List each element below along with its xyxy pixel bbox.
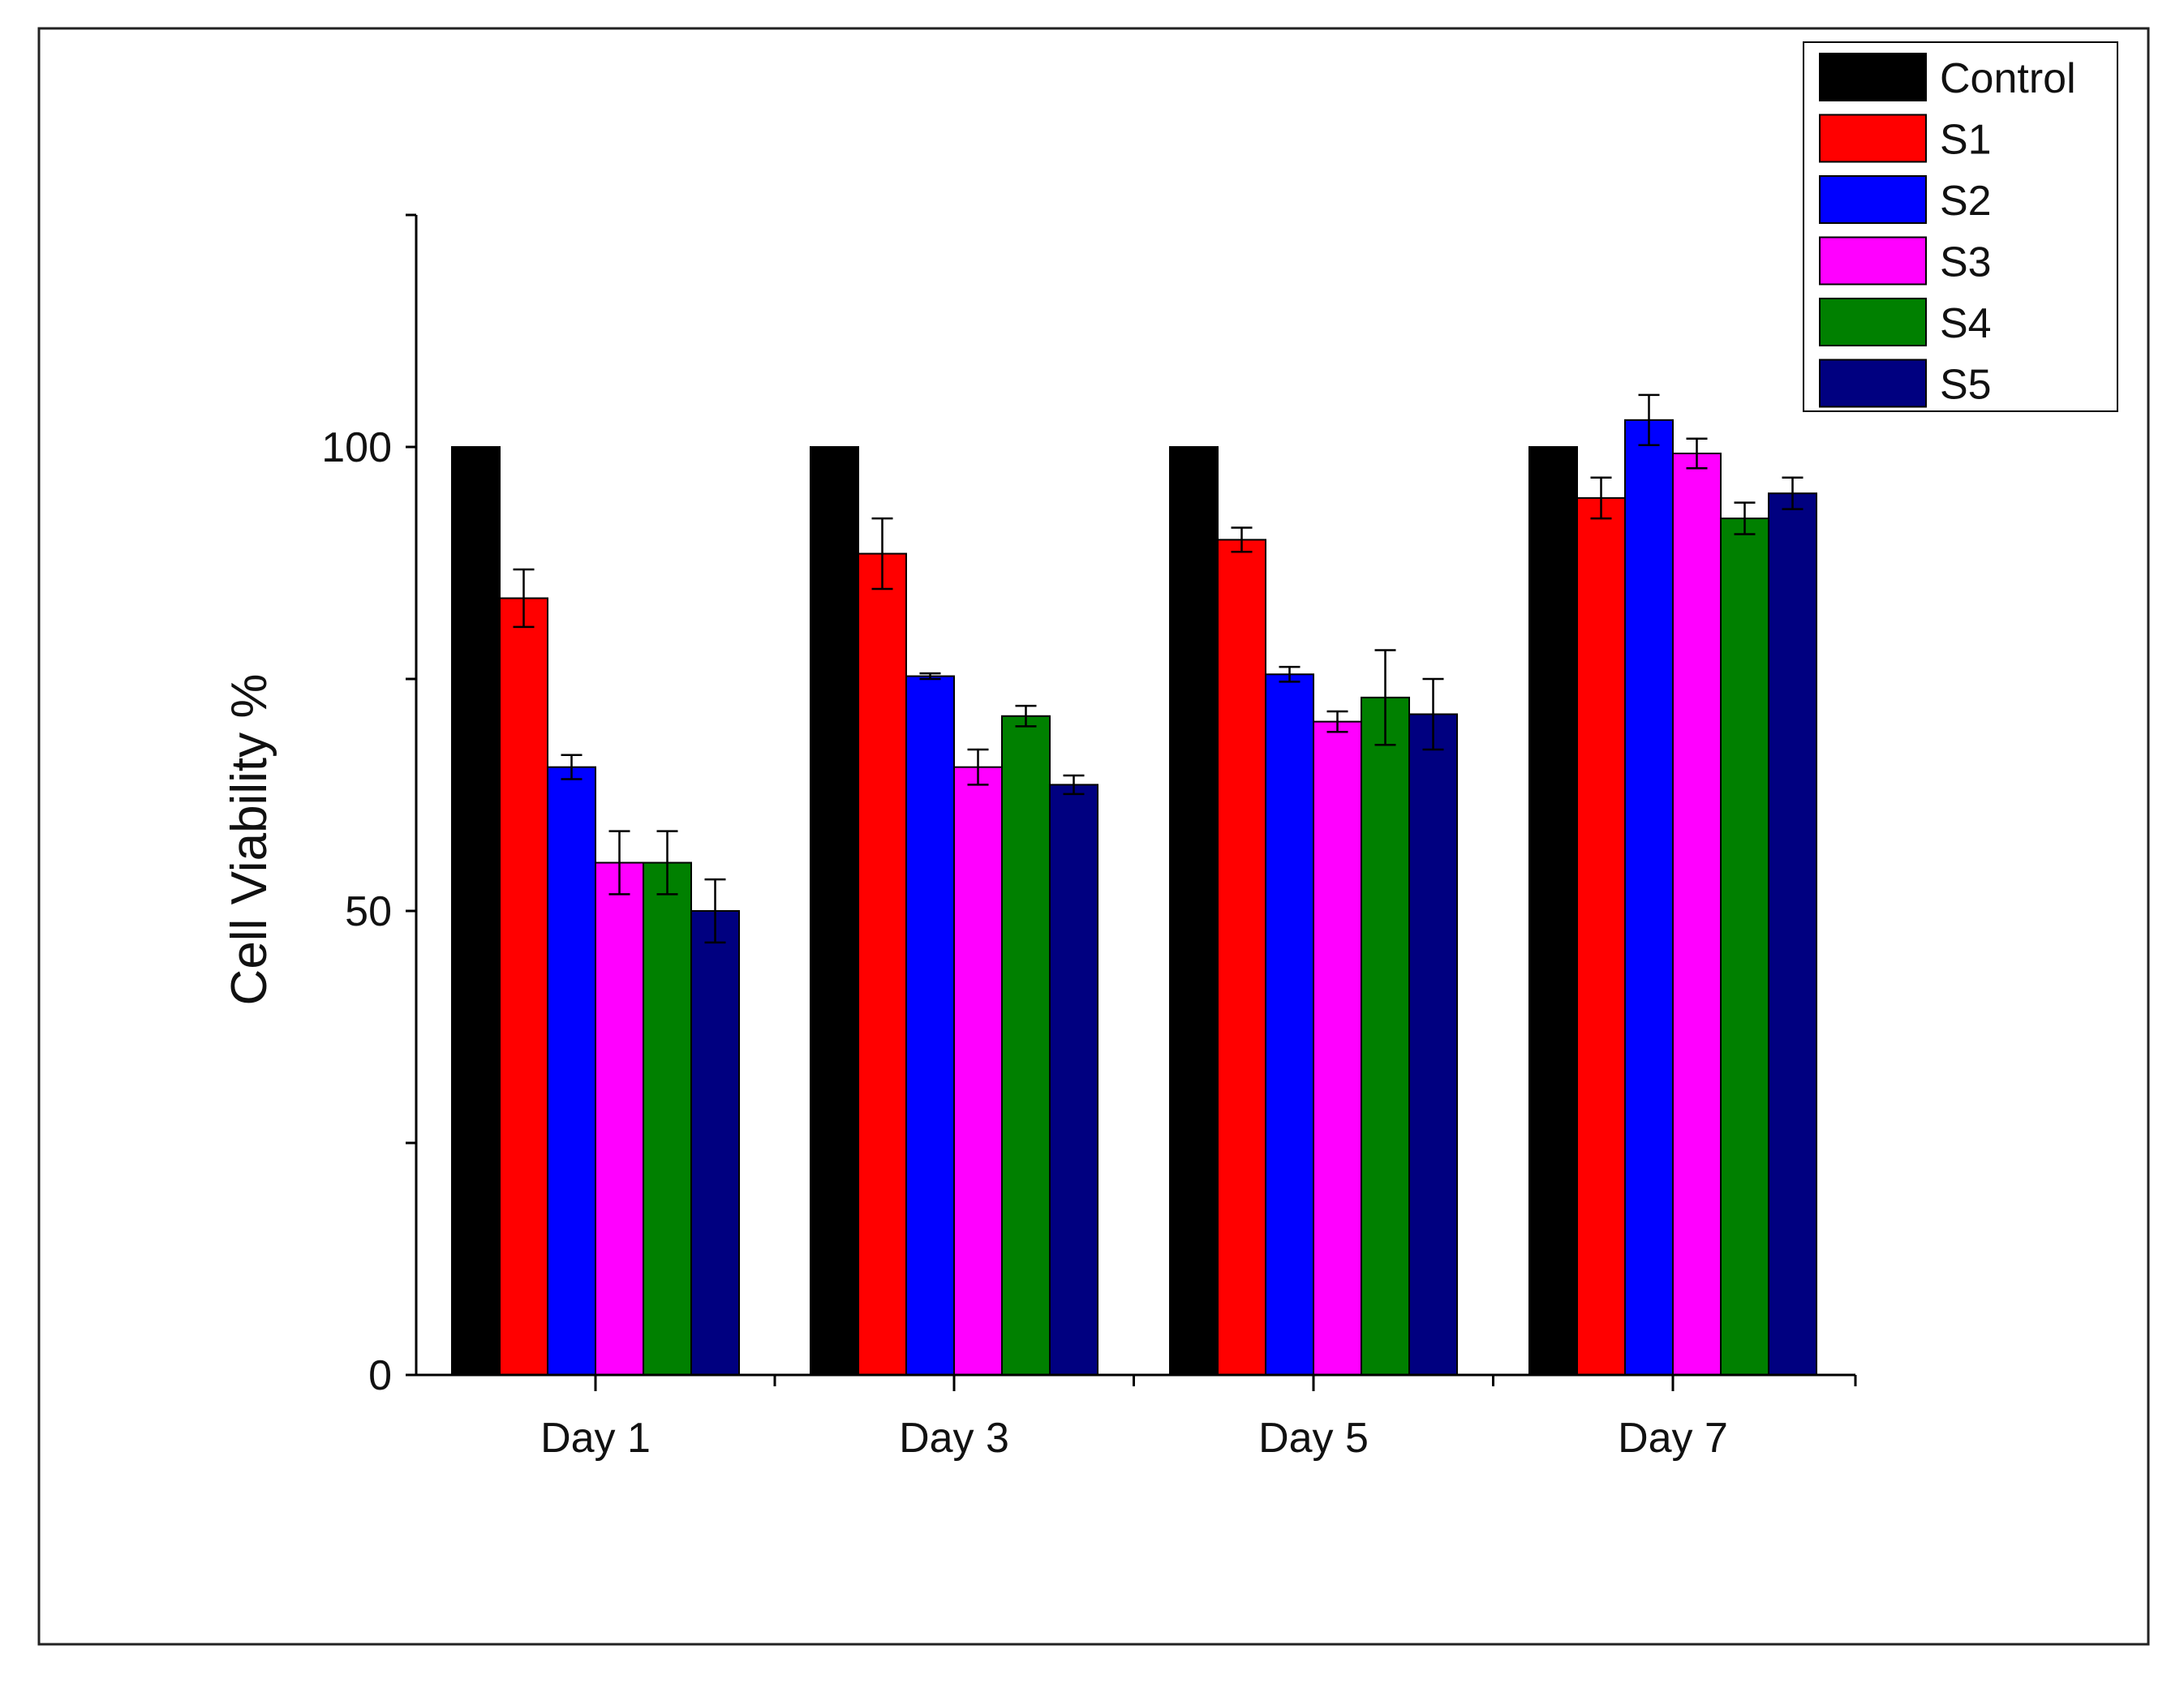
- bar-s4-day-1: [643, 861, 692, 1376]
- plot-area: 0 50 100 Day 1 Day 3 Day 5 Day 7: [321, 213, 1857, 1462]
- legend-swatch-s4: [1819, 298, 1927, 346]
- bar-s5-day-1: [690, 910, 740, 1376]
- bar-s2-day-1: [547, 766, 596, 1376]
- legend: Control S1 S2 S3 S4 S5: [1803, 41, 2118, 412]
- x-tick-label: Day 7: [1618, 1415, 1728, 1462]
- legend-label-control: Control: [1940, 55, 2076, 102]
- bar-s1-day-3: [858, 552, 907, 1376]
- x-tick-label: Day 3: [899, 1415, 1009, 1462]
- bar-s5-day-7: [1768, 492, 1817, 1377]
- legend-swatch-s1: [1819, 114, 1927, 163]
- bar-s4-day-5: [1361, 696, 1410, 1376]
- y-tick-label: 50: [345, 888, 392, 935]
- legend-swatch-control: [1819, 53, 1927, 101]
- legend-label-s1: S1: [1940, 117, 1992, 164]
- bar-s1-day-5: [1217, 539, 1266, 1376]
- bar-s3-day-1: [595, 861, 644, 1376]
- x-tick-label: Day 1: [540, 1415, 651, 1462]
- bar-s4-day-7: [1720, 518, 1769, 1376]
- legend-swatch-s2: [1819, 175, 1927, 224]
- x-tick-label: Day 5: [1258, 1415, 1369, 1462]
- y-tick-label: 0: [368, 1352, 392, 1399]
- y-tick-label: 100: [321, 424, 392, 471]
- legend-label-s3: S3: [1940, 239, 1992, 286]
- bar-control-day-3: [810, 446, 859, 1376]
- legend-label-s5: S5: [1940, 362, 1992, 409]
- bar-s2-day-5: [1265, 673, 1314, 1376]
- bar-s3-day-3: [953, 766, 1003, 1376]
- bar-control-day-1: [451, 446, 501, 1376]
- bar-control-day-7: [1528, 446, 1578, 1376]
- bar-s3-day-5: [1313, 720, 1362, 1376]
- bar-s1-day-7: [1576, 496, 1626, 1376]
- bar-s5-day-5: [1408, 713, 1458, 1376]
- legend-swatch-s5: [1819, 359, 1927, 408]
- bar-s2-day-3: [905, 675, 955, 1376]
- legend-label-s2: S2: [1940, 178, 1992, 225]
- legend-swatch-s3: [1819, 236, 1927, 286]
- figure-border: [37, 27, 2150, 1646]
- legend-label-s4: S4: [1940, 300, 1992, 347]
- bar-s3-day-7: [1672, 453, 1722, 1376]
- bar-s4-day-3: [1001, 715, 1051, 1376]
- bar-s1-day-1: [499, 597, 548, 1376]
- bar-s2-day-7: [1624, 419, 1674, 1376]
- legend-box: [1803, 41, 2118, 412]
- bar-control-day-5: [1169, 446, 1219, 1376]
- bar-s5-day-3: [1049, 784, 1098, 1376]
- y-axis-label: Cell Viability %: [221, 674, 277, 1006]
